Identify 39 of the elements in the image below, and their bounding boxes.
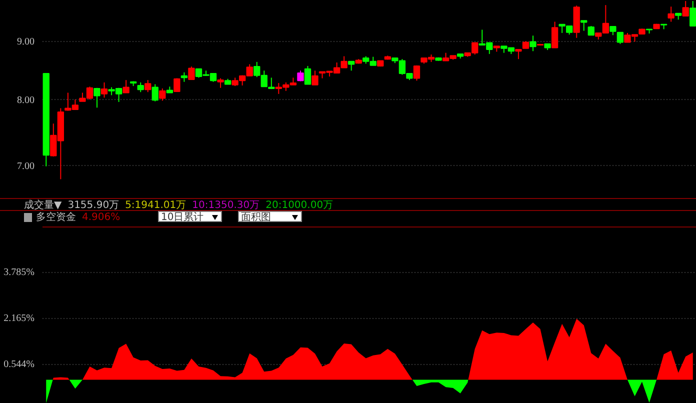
candlestick <box>180 72 188 82</box>
candlestick <box>551 21 558 48</box>
candlestick <box>94 87 100 108</box>
y-tick-label: 0.544% <box>4 358 35 370</box>
y-tick-label: 3.785% <box>4 266 35 278</box>
y-tick-label: 9.00 <box>17 36 34 48</box>
text: 成交量▼ <box>24 200 62 211</box>
text: 20:1000.00万 <box>266 200 334 211</box>
candlestick <box>137 82 144 93</box>
candlestick <box>100 82 108 98</box>
candlestick <box>580 20 588 32</box>
text: 面积图 <box>238 211 302 223</box>
text: 10:1350.30万 <box>192 200 260 211</box>
candlestick <box>144 80 152 93</box>
candlestick <box>188 66 195 80</box>
candlestick <box>152 84 158 102</box>
candlestick <box>348 60 355 72</box>
y-tick-label: 8.00 <box>17 94 34 106</box>
candlestick <box>174 78 180 92</box>
candlestick <box>690 0 696 26</box>
text: 10日累计 <box>158 211 222 223</box>
y-tick-label: 2.165% <box>4 312 35 324</box>
candlestick <box>682 0 689 16</box>
text: 5:1941.01万 <box>125 200 186 211</box>
candlestick <box>530 35 536 52</box>
candlestick <box>616 32 624 44</box>
candlestick <box>588 25 594 36</box>
candlestick <box>312 70 318 86</box>
chart-title: 多空资金 <box>36 212 76 223</box>
candlestick <box>413 64 420 82</box>
candlestick <box>668 6 674 22</box>
candlestick <box>159 88 166 102</box>
candlestick <box>122 80 130 94</box>
y-tick-label: 7.00 <box>17 161 34 172</box>
text: 3155.90万 <box>68 200 120 211</box>
candlestick <box>217 78 224 88</box>
candlestick <box>304 65 312 85</box>
text: 4.906% <box>82 211 122 224</box>
candlestick <box>515 48 522 60</box>
